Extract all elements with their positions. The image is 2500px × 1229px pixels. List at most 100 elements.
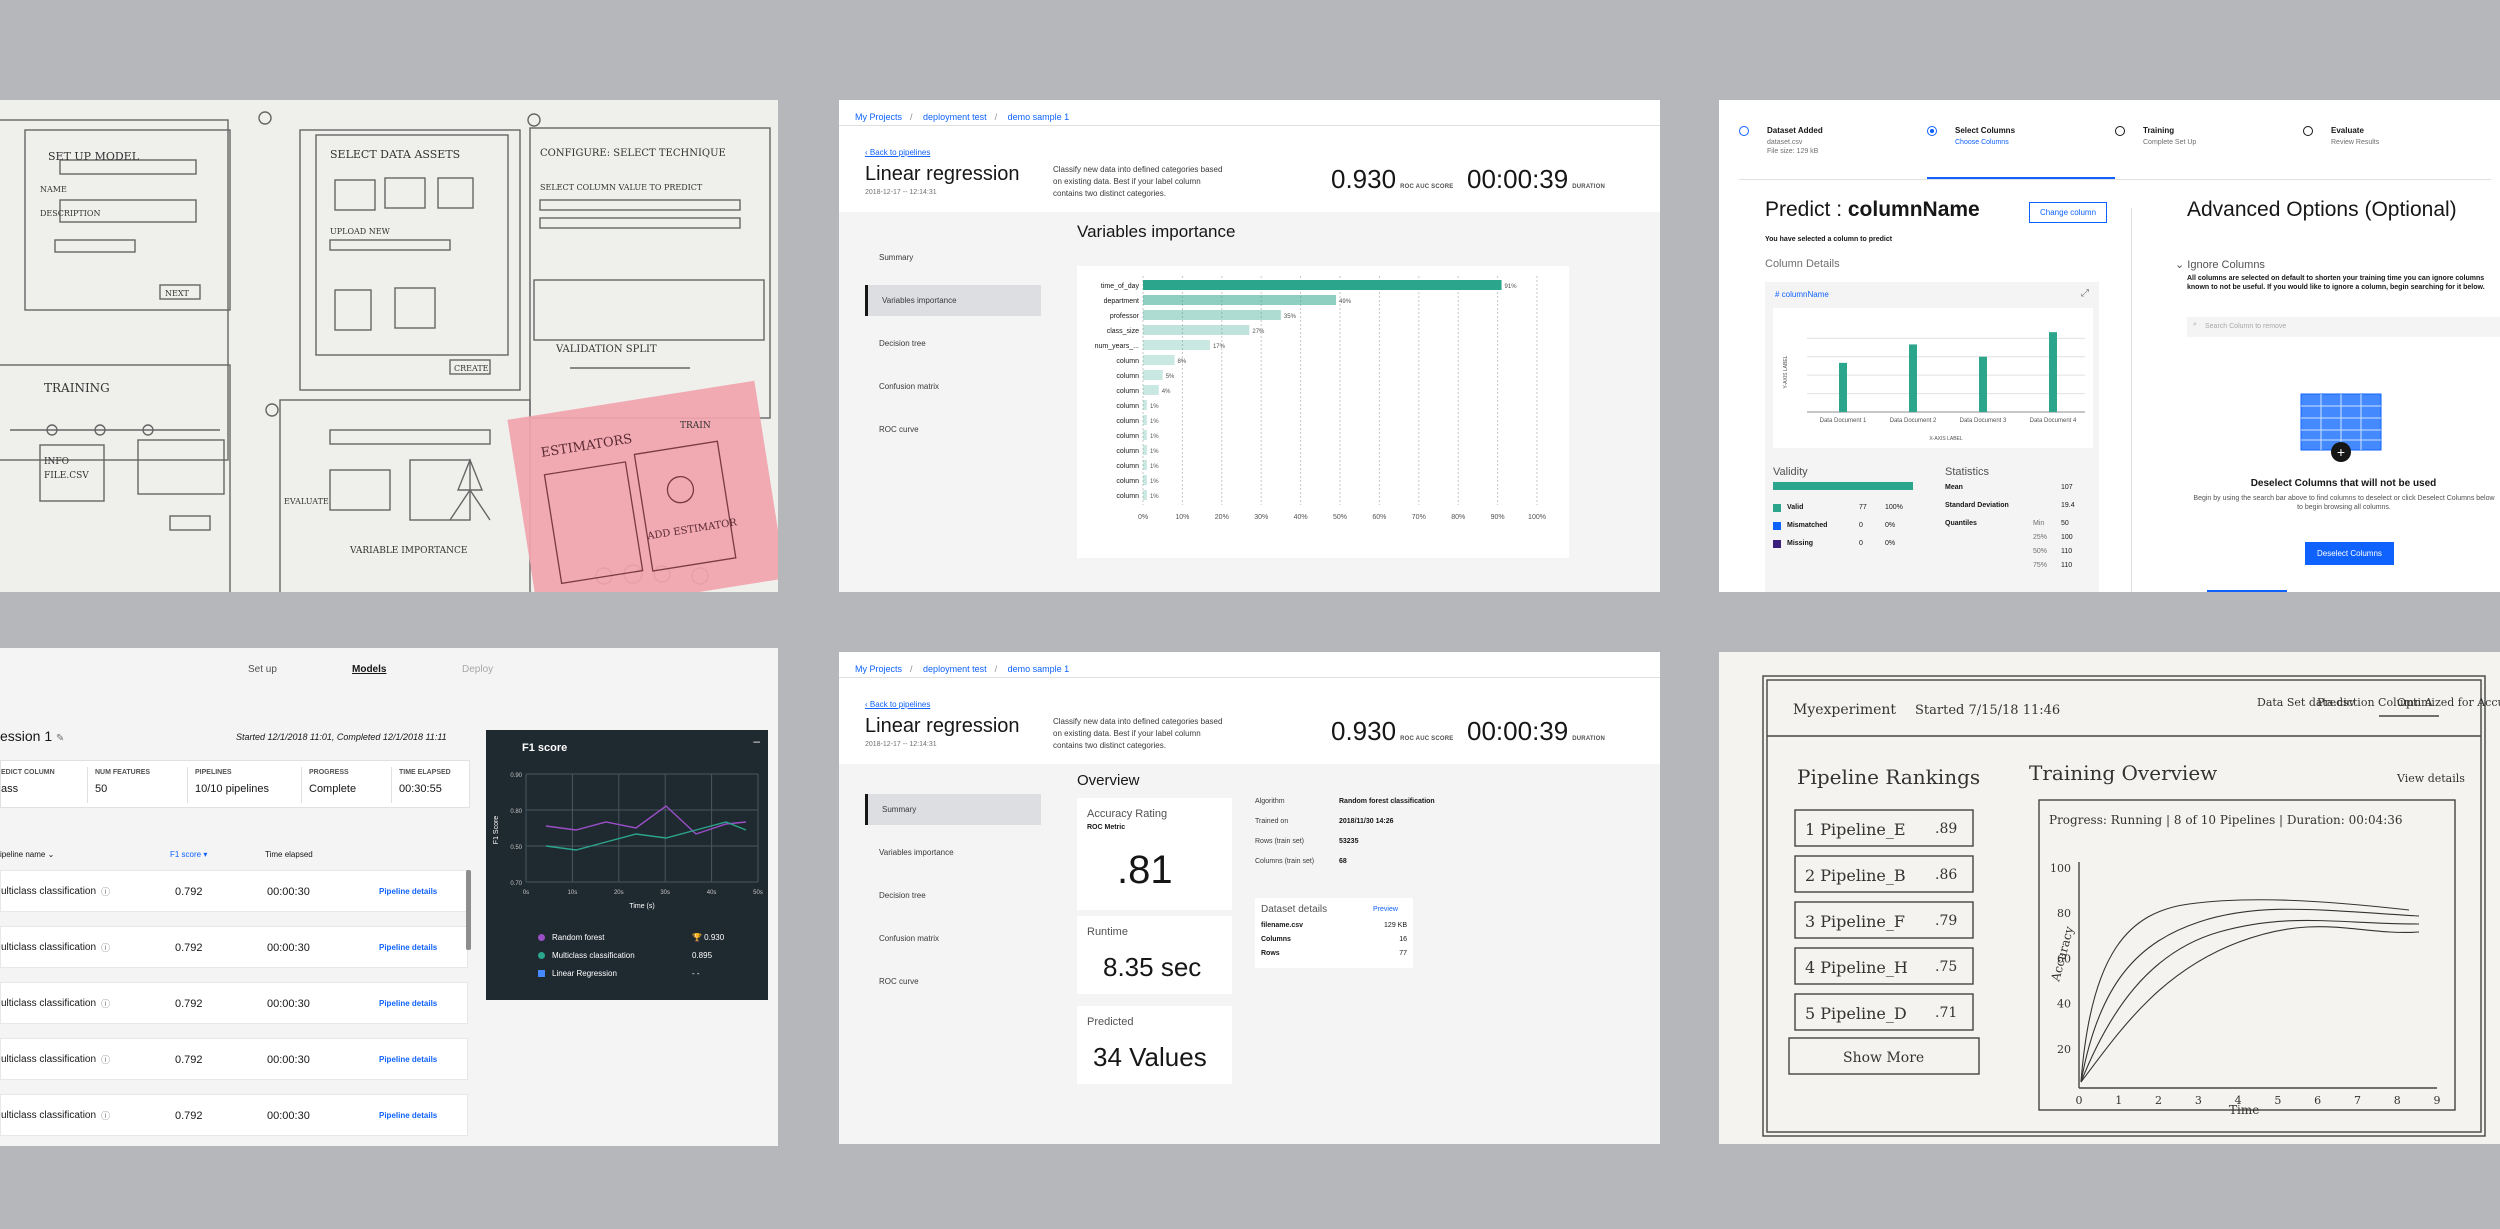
breadcrumb-link[interactable]: My Projects <box>855 664 903 674</box>
validity-name: Valid <box>1787 504 1804 511</box>
top-tabs: Set up Models Deploy <box>0 648 778 692</box>
breadcrumb-link[interactable]: deployment test <box>923 664 987 674</box>
edit-icon[interactable]: ✎ <box>56 733 65 744</box>
tab-models[interactable]: Models <box>352 664 387 675</box>
back-link[interactable]: ‹ Back to pipelines <box>865 700 931 709</box>
x-tick-label: 6 <box>2314 1094 2321 1107</box>
chevron-down-icon: ⌄ <box>2175 259 2185 271</box>
info-icon[interactable]: ⓘ <box>101 999 111 1009</box>
importance-bar <box>1143 280 1502 290</box>
change-column-button[interactable]: Change column <box>2029 202 2108 223</box>
breadcrumb-link[interactable]: demo sample 1 <box>1007 112 1070 122</box>
legend-label: Random forest <box>552 933 605 942</box>
preview-link[interactable]: Preview <box>1373 906 1398 913</box>
nav-roc-curve[interactable]: ROC curve <box>879 425 919 434</box>
table-row[interactable]: ulticlass classification ⓘ 0.792 00:00:30 Pi… <box>0 870 468 912</box>
table-row[interactable]: ulticlass classification ⓘ 0.792 00:00:30 Pi… <box>0 1094 468 1136</box>
data-label: 1% <box>1150 494 1159 500</box>
time-elapsed-value: 00:00:30 <box>267 886 310 898</box>
sort-down-icon: ▾ <box>203 850 208 859</box>
series-line-multiclass <box>545 821 747 851</box>
expand-icon[interactable]: ⤢ <box>2081 288 2089 299</box>
step-select-columns[interactable]: Select Columns Choose Columns <box>1927 110 2115 179</box>
stat-name: Standard Deviation <box>1945 502 2009 509</box>
y-tick-label: 0.70 <box>510 881 522 887</box>
table-row[interactable]: ulticlass classification ⓘ 0.792 00:00:30 Pi… <box>0 1038 468 1080</box>
scrollbar[interactable] <box>466 870 471 950</box>
pipeline-details-link[interactable]: Pipeline details <box>379 1111 438 1120</box>
legend-value: 🏆 0.930 <box>692 933 725 942</box>
nav-summary[interactable]: Summary <box>879 253 914 262</box>
table-row[interactable]: ulticlass classification ⓘ 0.792 00:00:30 Pi… <box>0 926 468 968</box>
x-tick-label: 3 <box>2195 1094 2202 1107</box>
info-icon[interactable]: ⓘ <box>101 1055 111 1065</box>
ranking-score: .89 <box>1935 821 1957 837</box>
pipeline-details-link[interactable]: Pipeline details <box>379 887 438 896</box>
step-training[interactable]: Training Complete Set Up <box>2115 110 2303 179</box>
table-row[interactable]: ulticlass classification ⓘ 0.792 00:00:30 Pi… <box>0 982 468 1024</box>
data-label: 1% <box>1150 404 1159 410</box>
column-header-f1[interactable]: F1 score ▾ <box>170 850 208 859</box>
importance-bar <box>1143 340 1210 350</box>
x-tick-label: 9 <box>2434 1094 2441 1107</box>
back-link[interactable]: ‹ Back to pipelines <box>865 148 931 157</box>
nav-roc-curve[interactable]: ROC curve <box>879 977 919 986</box>
svg-text:View details: View details <box>2396 772 2465 785</box>
nav-variables-importance[interactable]: Variables importance <box>865 285 1041 316</box>
page-date: 2018-12-17 -- 12:14:31 <box>865 741 937 748</box>
info-icon[interactable]: ⓘ <box>101 1111 111 1121</box>
stat-label: NUM FEATURES <box>95 769 151 776</box>
data-label: 91% <box>1505 284 1518 290</box>
tab-set-up[interactable]: Set up <box>248 664 277 675</box>
nav-decision-tree[interactable]: Decision tree <box>879 339 926 348</box>
category-label: time_of_day <box>1101 283 1140 290</box>
show-more-button[interactable] <box>1788 1037 1980 1075</box>
info-icon[interactable]: ⓘ <box>101 887 111 897</box>
nav-summary[interactable]: Summary <box>865 794 1041 825</box>
column-bar <box>1979 356 1987 412</box>
pipeline-name: ulticlass classification <box>1 886 97 897</box>
x-tick-label: 70% <box>1412 514 1426 521</box>
stat-value: 107 <box>2061 484 2073 491</box>
breadcrumb: My Projects / deployment test / demo sampl… <box>839 100 1660 126</box>
info-icon[interactable]: ⓘ <box>101 943 111 953</box>
nav-decision-tree[interactable]: Decision tree <box>879 891 926 900</box>
pipeline-details-link[interactable]: Pipeline details <box>379 999 438 1008</box>
detail-key: Trained on <box>1255 818 1289 825</box>
data-label: 4% <box>1162 389 1171 395</box>
search-input[interactable]: ⌕ Search Column to remove <box>2187 317 2500 337</box>
section-title: Variables importance <box>1077 222 1236 241</box>
nav-confusion-matrix[interactable]: Confusion matrix <box>879 934 940 943</box>
breadcrumb-link[interactable]: My Projects <box>855 112 903 122</box>
quantile-value: 100 <box>2061 534 2073 541</box>
pipeline-details-link[interactable]: Pipeline details <box>379 943 438 952</box>
section-title: Overview <box>1077 772 1140 789</box>
category-label: column <box>1116 493 1139 500</box>
ignore-description: All columns are selected on default to s… <box>2187 275 2485 291</box>
column-header-time[interactable]: Time elapsed <box>265 850 313 859</box>
step-dataset-added[interactable]: Dataset Added dataset.csv File size: 129 k… <box>1739 110 1927 179</box>
time-elapsed-value: 00:00:30 <box>267 1110 310 1122</box>
column-header-name[interactable]: ipeline name ⌄ <box>0 850 55 859</box>
minimize-icon[interactable]: – <box>753 734 760 748</box>
nav-variables-importance[interactable]: Variables importance <box>879 848 954 857</box>
data-label: 8% <box>1178 359 1187 365</box>
deselect-columns-button[interactable]: Deselect Columns <box>2305 542 2394 565</box>
tab-deploy[interactable]: Deploy <box>462 664 494 675</box>
ignore-columns-toggle[interactable]: ⌄ Ignore Columns <box>2175 259 2265 271</box>
breadcrumb-link[interactable]: demo sample 1 <box>1007 664 1070 674</box>
accuracy-card: Accuracy Rating ROC Metric .81 <box>1077 798 1232 910</box>
detail-key: Columns (train set) <box>1255 858 1315 865</box>
step-evaluate[interactable]: Evaluate Review Results <box>2303 110 2491 179</box>
importance-bar <box>1143 385 1159 395</box>
svg-text:VALIDATION SPLIT: VALIDATION SPLIT <box>555 344 657 355</box>
nav-confusion-matrix[interactable]: Confusion matrix <box>879 382 940 391</box>
breadcrumb-link[interactable]: deployment test <box>923 112 987 122</box>
x-tick-label: 8 <box>2394 1094 2401 1107</box>
x-tick-label: 40% <box>1294 514 1308 521</box>
y-tick-label: 20 <box>2057 1043 2071 1056</box>
column-name-label: # columnName <box>1775 290 1829 299</box>
x-tick-label: 1 <box>2115 1094 2122 1107</box>
f1-score-value: 0.792 <box>175 1054 203 1066</box>
pipeline-details-link[interactable]: Pipeline details <box>379 1055 438 1064</box>
